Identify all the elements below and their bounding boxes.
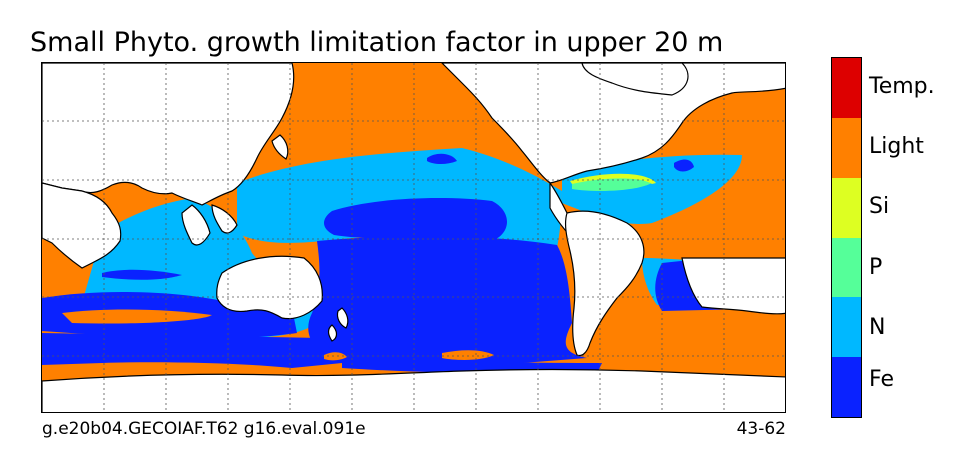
colorbar-label-p: P [869,254,883,280]
colorbar-label-fe: Fe [869,366,894,392]
colorbar-label-temp: Temp. [869,74,935,100]
map-title: Small Phyto. growth limitation factor in… [30,27,724,58]
run-identifier: g.e20b04.GECOIAF.T62 g16.eval.091e [42,419,366,439]
colorbar-segment-n [832,297,861,358]
map-panel [41,62,786,413]
colorbar-label-light: Light [869,134,924,160]
colorbar-segment-fe [832,357,861,417]
colorbar-segment-si [832,177,861,238]
p-limited-region [572,177,652,191]
depth-range: 43-62 [736,419,786,439]
colorbar-label-n: N [869,314,886,340]
southern-orange-features [62,309,494,361]
colorbar-label-si: Si [869,194,890,220]
colorbar [831,57,862,418]
colorbar-segment-temp [832,58,861,118]
colorbar-segment-p [832,237,861,298]
land-masses [42,63,785,412]
si-limited-edge [570,173,656,184]
colorbar-segment-light [832,117,861,178]
map-gridlines [42,63,785,412]
